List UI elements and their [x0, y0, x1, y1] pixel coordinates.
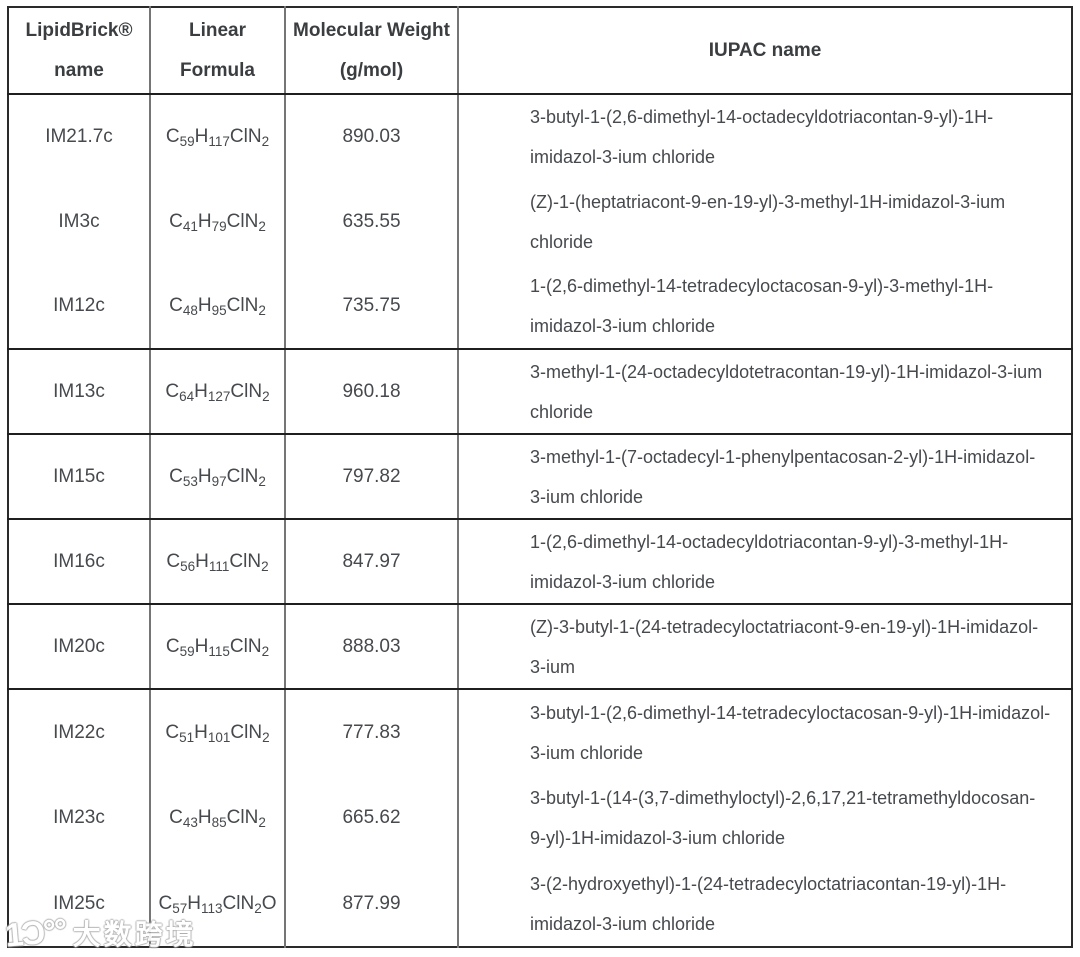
iupac-name-cell: (Z)-1-(heptatriacont-9-en-19-yl)-3-methy…: [457, 179, 1072, 264]
iupac-name-cell: 1-(2,6-dimethyl-14-tetradecyloctacosan-9…: [457, 264, 1072, 350]
lipidbrick-name-cell: IM22c: [8, 689, 150, 775]
table-row: IM22c C51H101ClN2 777.83 3-butyl-1-(2,6-dim…: [8, 689, 1072, 775]
lipidbrick-name-cell: IM3c: [8, 179, 150, 264]
linear-formula-cell: C64H127ClN2: [149, 349, 285, 435]
header-line: Linear: [188, 19, 247, 41]
linear-formula-cell: C59H117ClN2: [149, 94, 285, 179]
table-row: IM3c C41H79ClN2 635.55 (Z)-1-(heptatriacont…: [8, 179, 1072, 264]
iupac-name-cell: 3-butyl-1-(14-(3,7-dimethyloctyl)-2,6,17…: [457, 775, 1072, 861]
table-body: IM21.7c C59H117ClN2 890.03 3-butyl-1-(2,6-d…: [8, 94, 1072, 947]
lipidbrick-name-cell: IM25c: [8, 861, 150, 947]
header-line: Formula: [180, 59, 255, 81]
linear-formula-cell: C48H95ClN2: [149, 264, 285, 350]
table-header: LipidBrick® name Linear Formula Molecula…: [8, 7, 1072, 95]
iupac-name-cell: (Z)-3-butyl-1-(24-tetradecyloctatriacont…: [457, 604, 1072, 690]
linear-formula-cell: C56H111ClN2: [149, 519, 285, 605]
lipidbrick-name-cell: IM15c: [8, 434, 150, 520]
lipidbrick-compound-table: LipidBrick® name Linear Formula Molecula…: [7, 6, 1073, 948]
linear-formula-cell: C53H97ClN2: [149, 434, 285, 520]
lipidbrick-name-cell: IM16c: [8, 519, 150, 605]
column-header-lipidbrick-name: LipidBrick® name: [8, 7, 150, 95]
molecular-weight-cell: 735.75: [284, 264, 458, 350]
header-row: LipidBrick® name Linear Formula Molecula…: [8, 7, 1072, 95]
iupac-name-cell: 3-butyl-1-(2,6-dimethyl-14-octadecyldotr…: [457, 94, 1072, 179]
linear-formula-cell: C59H115ClN2: [149, 604, 285, 690]
table-row: IM23c C43H85ClN2 665.62 3-butyl-1-(14-(3,7-…: [8, 775, 1072, 861]
lipidbrick-name-cell: IM21.7c: [8, 94, 150, 179]
header-line: name: [54, 59, 104, 81]
iupac-name-cell: 3-butyl-1-(2,6-dimethyl-14-tetradecyloct…: [457, 689, 1072, 775]
header-line: IUPAC name: [708, 39, 822, 61]
column-header-iupac-name: IUPAC name: [457, 7, 1072, 95]
lipidbrick-name-cell: IM20c: [8, 604, 150, 690]
lipidbrick-name-cell: IM23c: [8, 775, 150, 861]
header-line: Molecular Weight: [293, 19, 450, 41]
molecular-weight-cell: 960.18: [284, 349, 458, 435]
iupac-name-cell: 3-(2-hydroxyethyl)-1-(24-tetradecyloctat…: [457, 861, 1072, 947]
linear-formula-cell: C57H113ClN2O: [149, 861, 285, 947]
linear-formula-cell: C41H79ClN2: [149, 179, 285, 264]
iupac-name-cell: 3-methyl-1-(24-octadecyldotetracontan-19…: [457, 349, 1072, 435]
table-row: IM25c C57H113ClN2O 877.99 3-(2-hydroxyethyl…: [8, 861, 1072, 947]
table-row: IM12c C48H95ClN2 735.75 1-(2,6-dimethyl-14-…: [8, 264, 1072, 350]
linear-formula-cell: C43H85ClN2: [149, 775, 285, 861]
column-header-linear-formula: Linear Formula: [149, 7, 285, 95]
column-header-molecular-weight: Molecular Weight (g/mol): [284, 7, 458, 95]
header-line: (g/mol): [339, 59, 404, 81]
table-row: IM16c C56H111ClN2 847.97 1-(2,6-dimethyl-14…: [8, 519, 1072, 605]
molecular-weight-cell: 777.83: [284, 689, 458, 775]
molecular-weight-cell: 877.99: [284, 861, 458, 947]
header-line: LipidBrick®: [25, 19, 133, 41]
molecular-weight-cell: 665.62: [284, 775, 458, 861]
molecular-weight-cell: 797.82: [284, 434, 458, 520]
table-row: IM15c C53H97ClN2 797.82 3-methyl-1-(7-octad…: [8, 434, 1072, 520]
iupac-name-cell: 3-methyl-1-(7-octadecyl-1-phenylpentacos…: [457, 434, 1072, 520]
molecular-weight-cell: 888.03: [284, 604, 458, 690]
lipidbrick-name-cell: IM13c: [8, 349, 150, 435]
iupac-name-cell: 1-(2,6-dimethyl-14-octadecyldotriacontan…: [457, 519, 1072, 605]
molecular-weight-cell: 847.97: [284, 519, 458, 605]
linear-formula-cell: C51H101ClN2: [149, 689, 285, 775]
molecular-weight-cell: 890.03: [284, 94, 458, 179]
table-row: IM20c C59H115ClN2 888.03 (Z)-3-butyl-1-(24-…: [8, 604, 1072, 690]
lipidbrick-name-cell: IM12c: [8, 264, 150, 350]
molecular-weight-cell: 635.55: [284, 179, 458, 264]
table-row: IM21.7c C59H117ClN2 890.03 3-butyl-1-(2,6-d…: [8, 94, 1072, 179]
table-row: IM13c C64H127ClN2 960.18 3-methyl-1-(24-oct…: [8, 349, 1072, 435]
